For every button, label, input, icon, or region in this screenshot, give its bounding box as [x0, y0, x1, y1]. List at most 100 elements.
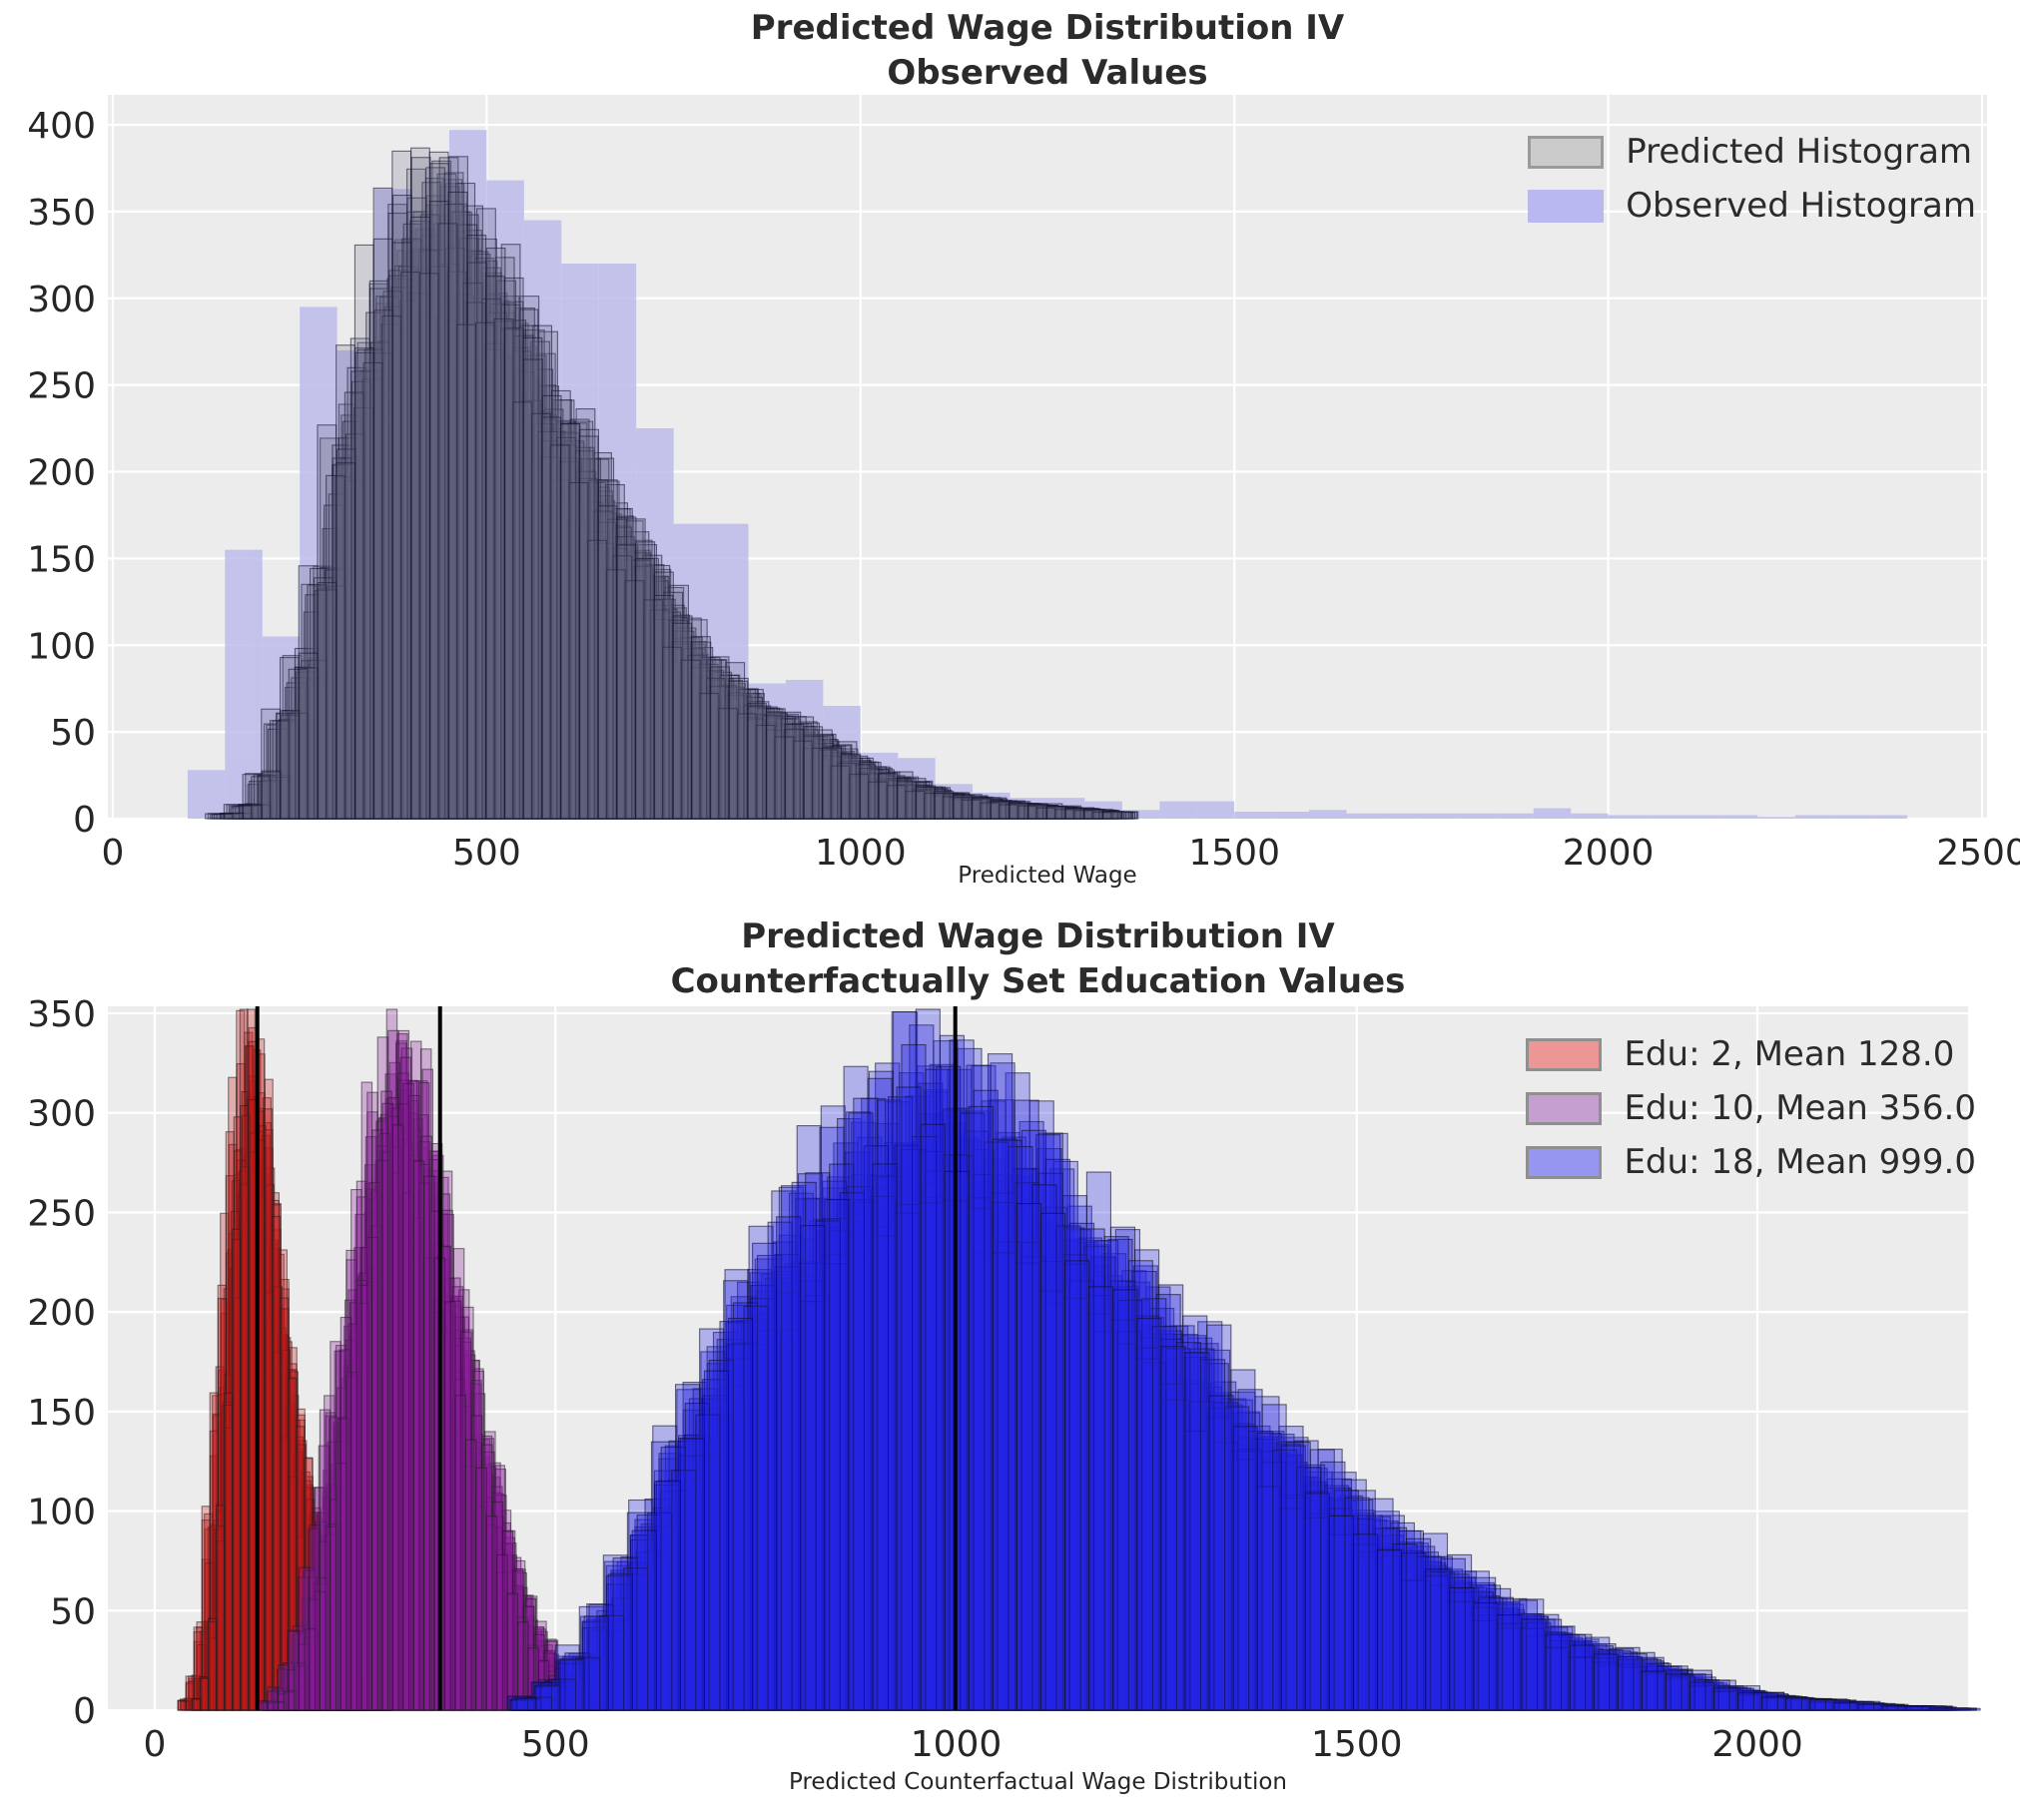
histogram-bar	[1832, 815, 1870, 819]
chart1-title-line1: Predicted Wage Distribution IV	[750, 8, 1345, 48]
histogram-bar	[503, 277, 524, 820]
legend-item-observed-histogram[interactable]: Observed Histogram	[1528, 186, 1976, 226]
histogram-run	[231, 173, 1130, 820]
histogram-bar	[1425, 1568, 1451, 1711]
histogram-bar	[309, 1524, 321, 1711]
chart2-title-line2: Counterfactually Set Education Values	[670, 961, 1406, 1001]
histogram-bar	[1083, 809, 1103, 820]
legend-label: Edu: 2, Mean 128.0	[1624, 1034, 1955, 1074]
chart1-title: Predicted Wage Distribution IV Observed …	[108, 6, 1987, 96]
predicted-histogram-swatch-icon	[1528, 135, 1605, 169]
histogram-bar	[1869, 815, 1908, 819]
histogram-bar	[1794, 815, 1833, 819]
legend-item-edu-18[interactable]: Edu: 18, Mean 999.0	[1526, 1142, 1976, 1182]
y-tick-label: 300	[27, 1094, 96, 1135]
y-tick-label: 200	[27, 1293, 96, 1334]
observed-histogram-swatch-icon	[1528, 189, 1605, 223]
histogram-bar	[1159, 801, 1197, 819]
histogram-bar	[267, 1686, 280, 1711]
histogram-bar	[784, 723, 805, 820]
histogram-bar	[559, 1658, 585, 1711]
legend-item-edu-10[interactable]: Edu: 10, Mean 356.0	[1526, 1088, 1976, 1128]
chart1-xlabel: Predicted Wage	[958, 863, 1137, 889]
histogram-bar	[1683, 815, 1720, 819]
histogram-bar	[177, 1700, 187, 1711]
histogram-bar	[607, 1573, 633, 1711]
histogram-bar	[1571, 813, 1609, 819]
histogram-bar	[485, 276, 505, 820]
histogram-bar	[447, 191, 468, 820]
legend-item-edu-2[interactable]: Edu: 2, Mean 128.0	[1526, 1034, 1976, 1074]
histogram-bar	[872, 1163, 898, 1711]
legend-item-predicted-histogram[interactable]: Predicted Histogram	[1528, 132, 1976, 172]
x-tick-label: 0	[102, 833, 125, 874]
legend-label: Predicted Histogram	[1626, 132, 1973, 172]
x-tick-label: 1500	[1188, 833, 1280, 874]
histogram-bar	[1929, 1707, 1955, 1711]
histogram-bar	[215, 1505, 226, 1711]
histogram-bar	[1545, 1633, 1571, 1711]
histogram-bar	[1009, 802, 1029, 820]
histogram-bar	[616, 544, 636, 820]
histogram-run	[220, 248, 1119, 820]
histogram-bar	[672, 622, 693, 820]
histogram-bar	[336, 462, 356, 820]
chart1-title-line2: Observed Values	[887, 53, 1208, 93]
histogram-bar	[1136, 1317, 1162, 1711]
histogram-bar	[679, 1438, 706, 1711]
histogram-bar	[330, 1341, 341, 1711]
histogram-bar	[541, 416, 562, 820]
histogram-bar	[859, 761, 880, 820]
histogram-bar	[1833, 1702, 1859, 1711]
histogram-bar	[372, 238, 393, 820]
y-tick-label: 150	[27, 1393, 96, 1434]
histogram-bar	[464, 1439, 477, 1711]
histogram-bar	[934, 790, 955, 820]
y-tick-label: 200	[27, 453, 96, 494]
histogram-bar	[728, 680, 749, 820]
histogram-bar	[402, 1082, 414, 1711]
histogram-bar	[800, 1225, 826, 1711]
histogram-bar	[1064, 1260, 1090, 1711]
histogram-bar	[496, 1553, 508, 1711]
histogram-bar	[511, 1697, 537, 1711]
histogram-bar	[971, 797, 992, 820]
histogram-bar	[848, 1112, 874, 1711]
x-tick-label: 1000	[911, 1724, 1003, 1765]
histogram-bar	[1064, 808, 1085, 820]
y-tick-label: 0	[73, 800, 96, 841]
histogram-bar	[1688, 1681, 1715, 1711]
legend-label: Edu: 18, Mean 999.0	[1624, 1142, 1976, 1182]
histogram-bar	[1761, 1696, 1787, 1711]
histogram-bar	[261, 770, 282, 820]
histogram-bar	[410, 216, 431, 820]
histogram-bar	[655, 1480, 681, 1711]
x-tick-label: 1000	[815, 833, 907, 874]
histogram-bar	[350, 1189, 362, 1711]
histogram-bar	[391, 1124, 404, 1711]
histogram-bar	[1785, 1697, 1811, 1711]
chart2-plot	[177, 1006, 1981, 1711]
histogram-bar	[317, 582, 337, 820]
histogram-bar	[199, 1677, 210, 1711]
histogram-bar	[1039, 1212, 1066, 1711]
histogram-bar	[776, 1216, 802, 1711]
histogram-bar	[1352, 1533, 1379, 1711]
edu-2-swatch-icon	[1526, 1037, 1603, 1071]
histogram-bar	[224, 1392, 234, 1711]
histogram-bar	[1232, 1426, 1258, 1711]
histogram-bar	[278, 1664, 290, 1711]
histogram-bar	[1737, 1691, 1763, 1711]
histogram-bar	[1377, 1548, 1403, 1711]
histogram-bar	[1608, 815, 1647, 819]
histogram-bar	[1256, 1433, 1282, 1711]
histogram-bar	[765, 708, 786, 820]
edu-10-swatch-icon	[1526, 1091, 1603, 1125]
x-tick-label: 0	[144, 1724, 167, 1765]
histogram-bar	[1421, 813, 1459, 819]
histogram-run	[226, 160, 1125, 820]
histogram-bar	[1088, 1286, 1114, 1711]
histogram-bar	[1271, 812, 1310, 819]
x-tick-label: 500	[452, 833, 521, 874]
histogram-bar	[224, 813, 244, 820]
